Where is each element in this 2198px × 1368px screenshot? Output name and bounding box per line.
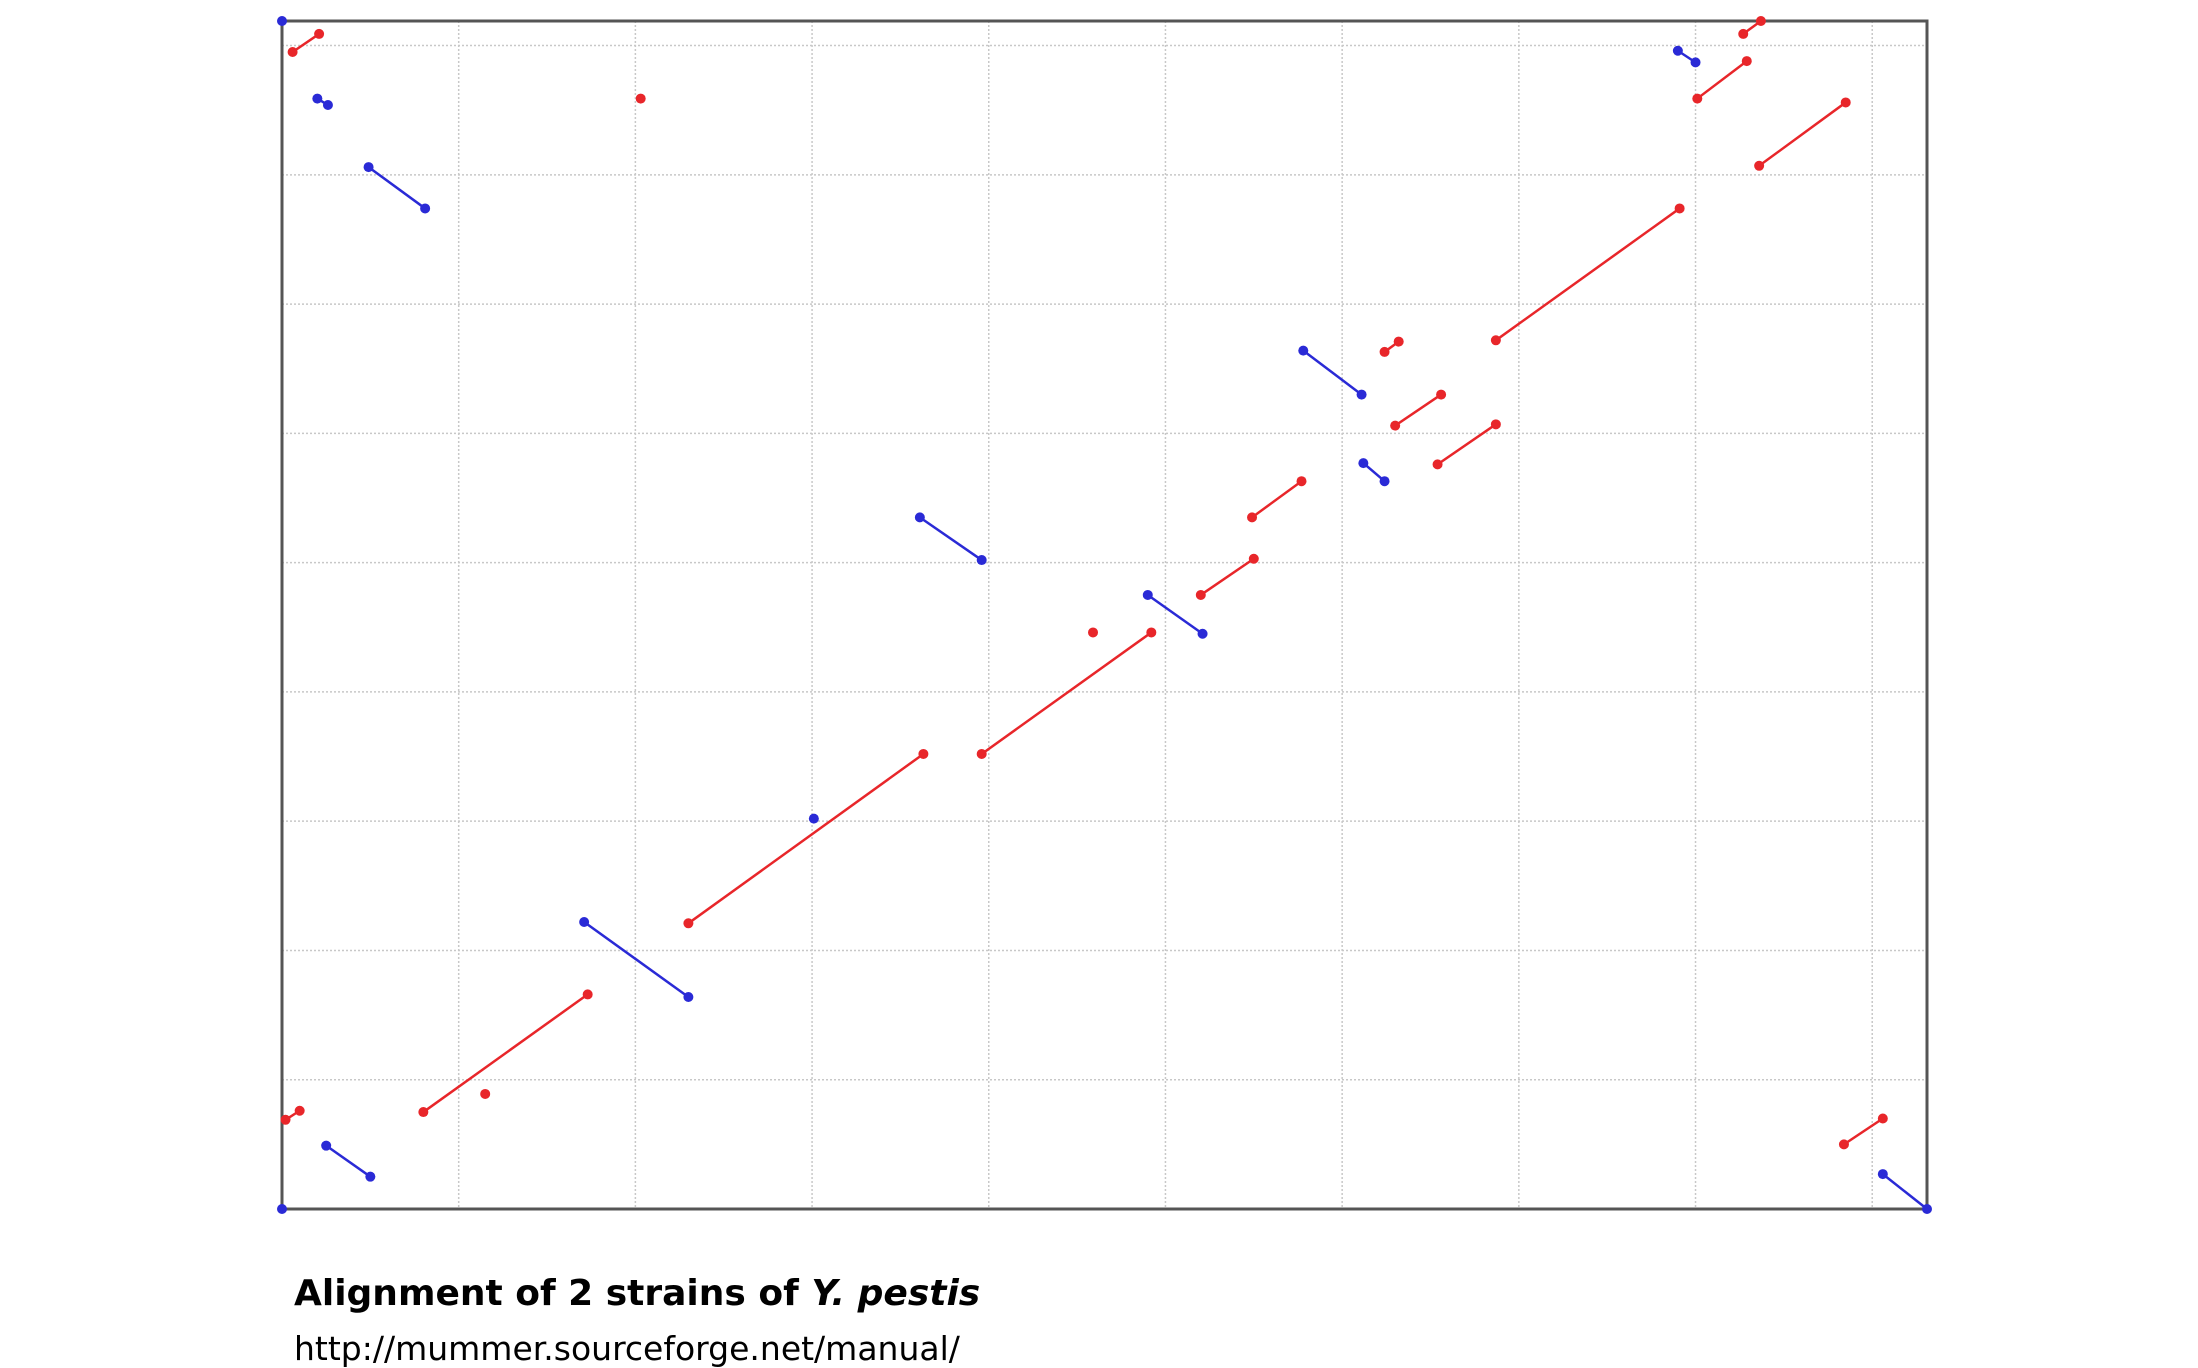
alignment-dot xyxy=(1741,56,1752,67)
alignment-dot xyxy=(1755,16,1766,26)
alignment-dot xyxy=(1356,389,1367,400)
alignment-segment xyxy=(1394,393,1442,427)
alignment-dot xyxy=(1358,458,1369,469)
alignment-segment xyxy=(291,32,320,54)
alignment-dot xyxy=(1738,28,1749,39)
alignment-dot xyxy=(914,512,925,523)
alignment-dot xyxy=(1296,476,1307,487)
alignment-segment xyxy=(1882,1173,1928,1210)
alignment-dot xyxy=(1379,346,1390,357)
alignment-dot xyxy=(683,991,694,1002)
alignment-dot xyxy=(579,917,590,928)
alignment-segment xyxy=(1147,593,1204,635)
alignment-segment xyxy=(980,631,1153,755)
alignment-dot xyxy=(314,28,325,39)
alignment-dot xyxy=(365,1171,376,1182)
alignment-segment xyxy=(422,993,589,1114)
alignment-dot xyxy=(976,555,987,566)
alignment-dot xyxy=(1146,627,1157,638)
alignment-dot xyxy=(420,203,431,214)
alignment-dot xyxy=(918,748,929,759)
alignment-segment xyxy=(1758,101,1847,167)
alignment-dot xyxy=(287,47,298,58)
alignment-segment xyxy=(1495,207,1681,342)
alignment-dot xyxy=(1195,589,1206,600)
alignment-dot xyxy=(1877,1169,1888,1180)
alignment-dot xyxy=(1142,589,1153,600)
alignment-dot xyxy=(1490,419,1501,430)
alignment-dot xyxy=(480,1088,491,1099)
alignment-dot xyxy=(635,93,646,104)
alignment-dot xyxy=(1436,389,1447,400)
alignment-dot xyxy=(280,1114,291,1125)
caption-species: Y. pestis xyxy=(811,1273,980,1314)
alignment-dot xyxy=(808,813,819,824)
alignment-segment xyxy=(583,921,690,999)
alignment-dot xyxy=(1298,345,1309,356)
alignment-dot xyxy=(277,16,287,26)
alignment-dot xyxy=(976,748,987,759)
alignment-dot xyxy=(1379,476,1390,487)
alignment-dot xyxy=(1690,57,1701,68)
caption: Alignment of 2 strains of Y. pestis xyxy=(294,1273,980,1314)
alignment-dot xyxy=(1692,93,1703,104)
alignment-segment xyxy=(1696,60,1748,100)
alignment-dot xyxy=(277,1204,287,1214)
alignment-segment xyxy=(919,516,983,562)
alignment-segment xyxy=(325,1144,372,1178)
alignment-dot xyxy=(321,1140,332,1151)
alignment-dot xyxy=(294,1105,305,1116)
alignment-segment xyxy=(1302,349,1363,396)
alignment-dot xyxy=(1674,203,1685,214)
alignment-dot xyxy=(418,1107,429,1118)
plot-area xyxy=(277,16,1932,1214)
alignment-dot xyxy=(1088,627,1099,638)
alignment-dot xyxy=(363,162,374,173)
source-url: http://mummer.sourceforge.net/manual/ xyxy=(294,1329,961,1368)
alignment-dot xyxy=(1922,1204,1932,1214)
alignment-dot xyxy=(322,100,333,111)
alignment-segment xyxy=(367,166,426,210)
alignment-dot xyxy=(1672,45,1683,56)
alignment-dot xyxy=(312,93,323,104)
alignment-dot xyxy=(1393,336,1404,347)
alignment-segment xyxy=(687,752,925,925)
alignment-dot xyxy=(1840,97,1851,108)
alignment-segment xyxy=(1251,480,1303,519)
alignment-dot xyxy=(1490,335,1501,346)
alignment-dot xyxy=(582,989,593,1000)
alignment-dot xyxy=(1432,459,1443,470)
alignment-dot xyxy=(1754,160,1765,171)
alignment-dot xyxy=(1877,1113,1888,1124)
alignment-dot xyxy=(1248,553,1259,564)
alignment-dot xyxy=(1390,420,1401,431)
alignment-dot xyxy=(683,918,694,929)
alignment-segment xyxy=(1200,557,1255,596)
alignment-dot xyxy=(1247,512,1258,523)
caption-text: Alignment of 2 strains of xyxy=(294,1273,799,1314)
alignment-segment xyxy=(1436,423,1497,466)
alignment-segment xyxy=(1843,1117,1884,1146)
plot-frame xyxy=(280,19,1929,1211)
alignment-dot xyxy=(1838,1139,1849,1150)
alignment-dot xyxy=(1197,628,1208,639)
